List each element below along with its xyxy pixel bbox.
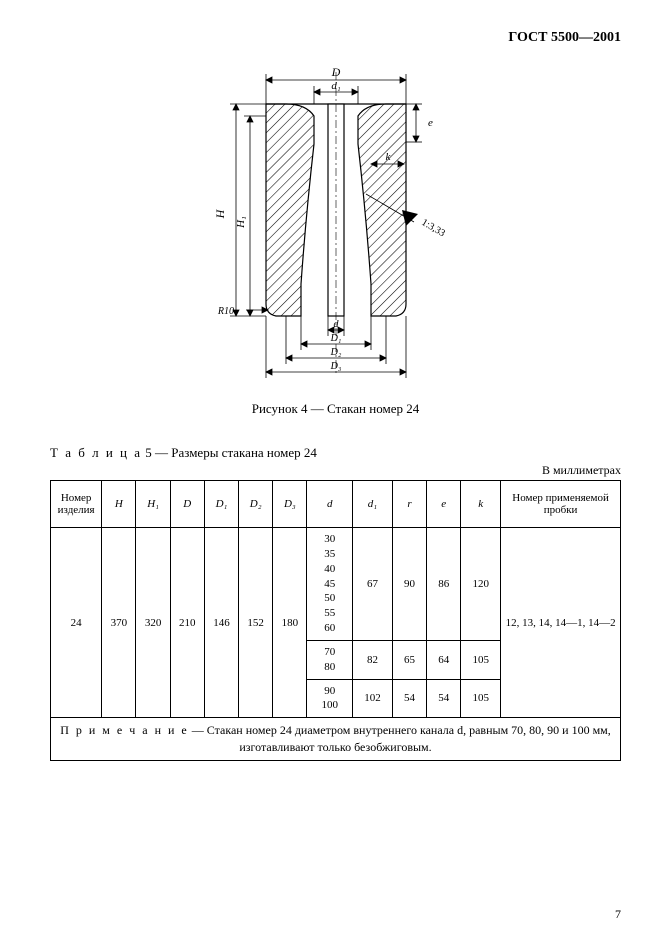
table-header-row: Номер изделия H H₁ D D₁ D₂ D₃ d d₁ r e k… <box>51 481 621 528</box>
cell-D: 210 <box>170 528 204 718</box>
col-d1: d₁ <box>353 481 393 528</box>
label-D2: D₂ <box>329 347 341 358</box>
table-title: Т а б л и ц а 5 — Размеры стакана номер … <box>50 445 621 461</box>
col-k: k <box>461 481 501 528</box>
cell-e-g1: 86 <box>427 528 461 641</box>
col-plug: Номер применяемой пробки <box>501 481 621 528</box>
cell-r-g1: 90 <box>392 528 426 641</box>
cell-plug: 12, 13, 14, 14—1, 14—2 <box>501 528 621 718</box>
table-note-row: П р и м е ч а н и е — Стакан номер 24 ди… <box>51 718 621 761</box>
col-item-no: Номер изделия <box>51 481 102 528</box>
col-r: r <box>392 481 426 528</box>
cell-D3: 180 <box>273 528 307 718</box>
note-prefix: П р и м е ч а н и е <box>60 723 189 737</box>
col-H1: H₁ <box>136 481 170 528</box>
label-H1: H₁ <box>235 216 247 229</box>
cell-d1-g1: 67 <box>353 528 393 641</box>
label-taper: 1:3,33 <box>419 217 446 239</box>
label-D: D <box>330 65 340 79</box>
page-number: 7 <box>615 907 621 922</box>
cell-item-no: 24 <box>51 528 102 718</box>
dimensions-table: Номер изделия H H₁ D D₁ D₂ D₃ d d₁ r e k… <box>50 480 621 761</box>
cell-k-g2: 105 <box>461 640 501 679</box>
table-units: В миллиметрах <box>50 463 621 478</box>
cell-D2: 152 <box>239 528 273 718</box>
cell-e-g2: 64 <box>427 640 461 679</box>
cell-H: 370 <box>102 528 136 718</box>
cell-D1: 146 <box>204 528 238 718</box>
cell-r-g2: 65 <box>392 640 426 679</box>
figure-svg: D d₁ e <box>206 54 466 384</box>
figure-caption: Рисунок 4 — Стакан номер 24 <box>50 401 621 417</box>
cell-e-g3: 54 <box>427 679 461 718</box>
cell-d-g1: 30 35 40 45 50 55 60 <box>307 528 353 641</box>
table-title-rest: 5 — Размеры стакана номер 24 <box>142 445 317 460</box>
label-e: e <box>428 117 433 129</box>
cell-k-g3: 105 <box>461 679 501 718</box>
label-R10: R10 <box>216 306 233 317</box>
cell-H1: 320 <box>136 528 170 718</box>
col-D2: D₂ <box>239 481 273 528</box>
note-text: — Стакан номер 24 диаметром внутреннего … <box>189 723 611 754</box>
col-e: e <box>427 481 461 528</box>
cell-d-g3: 90 100 <box>307 679 353 718</box>
label-D1: D₁ <box>329 333 341 344</box>
col-D1: D₁ <box>204 481 238 528</box>
cell-d-g2: 70 80 <box>307 640 353 679</box>
document-header: ГОСТ 5500—2001 <box>50 30 621 46</box>
figure-4: D d₁ e <box>50 54 621 389</box>
table-row: 24 370 320 210 146 152 180 30 35 40 45 5… <box>51 528 621 641</box>
col-D3: D₃ <box>273 481 307 528</box>
label-H: H <box>213 208 227 219</box>
col-D: D <box>170 481 204 528</box>
cell-r-g3: 54 <box>392 679 426 718</box>
label-D3: D₃ <box>329 361 341 372</box>
table-title-prefix: Т а б л и ц а <box>50 445 142 460</box>
cell-d1-g2: 82 <box>353 640 393 679</box>
cell-k-g1: 120 <box>461 528 501 641</box>
label-d1: d₁ <box>331 80 341 92</box>
col-d: d <box>307 481 353 528</box>
col-H: H <box>102 481 136 528</box>
cell-d1-g3: 102 <box>353 679 393 718</box>
